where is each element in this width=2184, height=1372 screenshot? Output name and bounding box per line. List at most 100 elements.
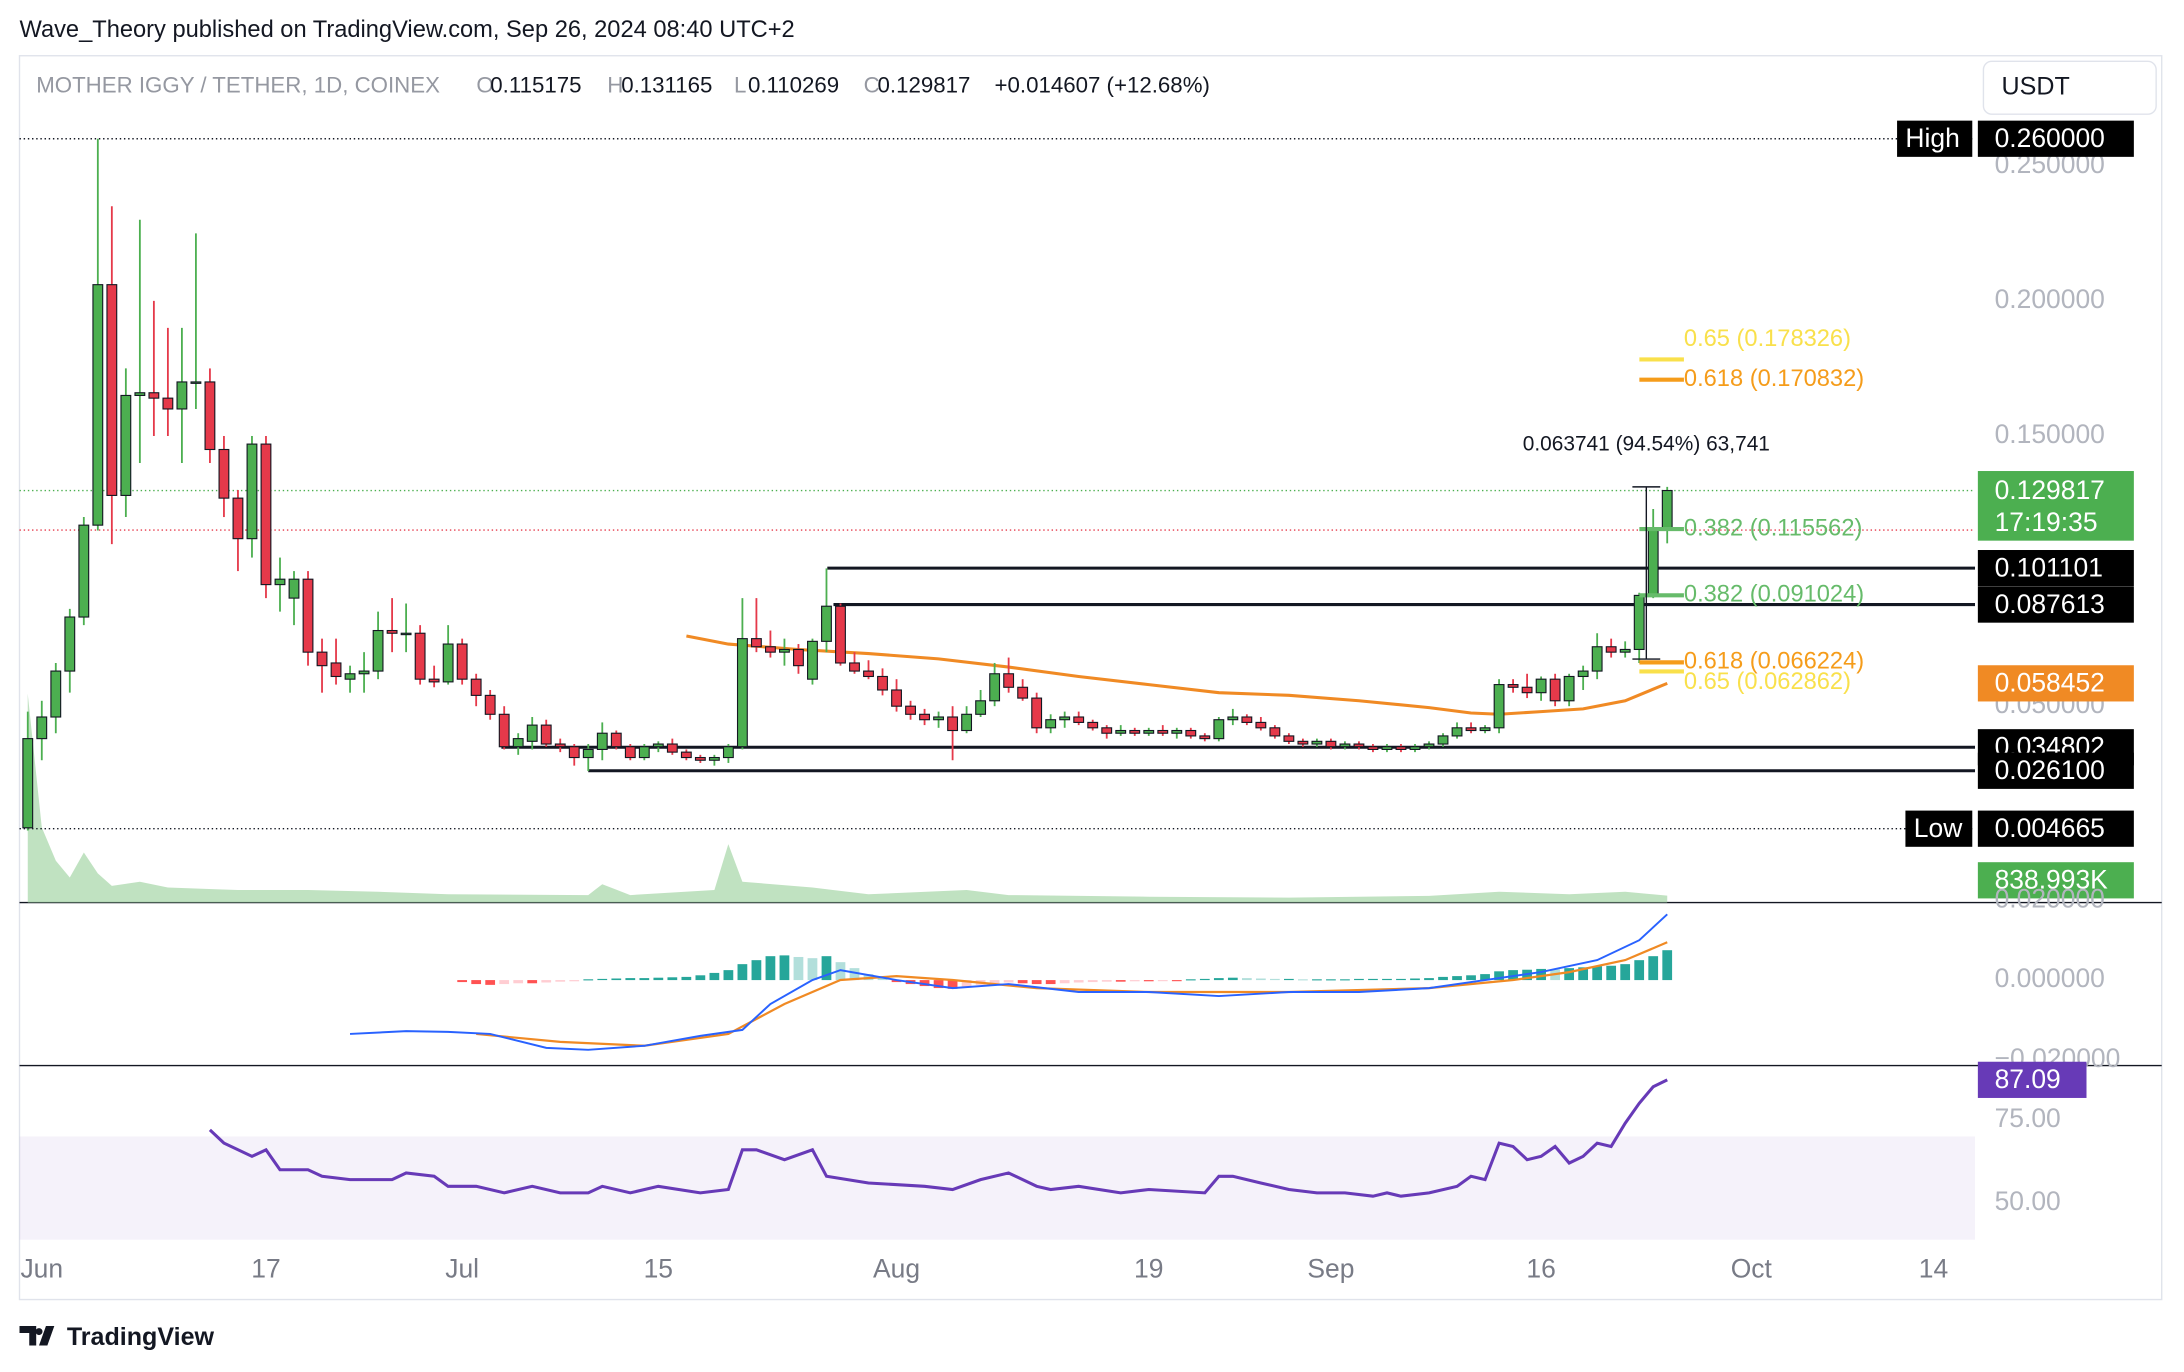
macd-histogram-bar [1620, 964, 1631, 981]
macd-histogram-bar [989, 980, 1000, 984]
level-value-bg [1977, 550, 2134, 587]
candle-body [1031, 697, 1043, 729]
macd-histogram-bar [877, 978, 888, 981]
macd-histogram-bar [1059, 980, 1070, 984]
volume-value: 838.993K [1995, 865, 2109, 895]
macd-histogram-bar [681, 976, 692, 981]
candle-body [1535, 678, 1547, 694]
macd-histogram-bar [765, 956, 776, 981]
macd-histogram-bar [1382, 978, 1392, 981]
x-tick-label: Sep [1307, 1253, 1354, 1283]
candle-body [1227, 716, 1239, 721]
level-value-bg [1977, 752, 2134, 789]
low-tag-bg [1905, 810, 1973, 847]
fib-label: 0.65 (0.062862) [1684, 669, 1851, 695]
macd-histogram-bar [919, 980, 930, 987]
macd-histogram-bar [1017, 980, 1028, 984]
macd-histogram-bar [1438, 976, 1448, 981]
macd-histogram-bar [1396, 978, 1406, 981]
macd-histogram-bar [891, 980, 902, 983]
ohlc-key: L [734, 72, 746, 97]
candle-body [274, 578, 286, 586]
level-value: 0.087613 [1995, 589, 2105, 619]
macd-histogram-bar [1171, 980, 1182, 982]
candle-body [302, 578, 314, 653]
candle-body [120, 394, 132, 496]
candle-body [989, 673, 1001, 702]
x-tick-label: Jun [20, 1253, 63, 1283]
candle-body [835, 605, 846, 664]
candle-body [456, 643, 468, 680]
high-value-bg [1977, 120, 2134, 157]
macd-histogram-bar [779, 955, 790, 981]
candle-body [1311, 740, 1323, 745]
macd-histogram-bar [527, 980, 538, 984]
candle-body [512, 738, 524, 748]
candle-body [148, 392, 160, 399]
high-tag-bg [1897, 120, 1973, 157]
macd-histogram-bar [625, 978, 636, 981]
y-tick-label: 0.000000 [1995, 963, 2105, 993]
rsi-line [208, 1078, 1668, 1198]
candle-body [372, 629, 384, 672]
signal-line [476, 941, 1668, 1047]
x-tick-label: Aug [873, 1253, 920, 1283]
candle-body [484, 694, 496, 715]
macd-histogram-bar [1003, 980, 1014, 983]
ema-value: 0.058452 [1995, 668, 2105, 698]
candle-body [1437, 735, 1449, 745]
candle-body [1591, 646, 1603, 672]
ohlc-key: O [476, 72, 493, 97]
macd-histogram-bar [821, 956, 832, 981]
candle-body [1507, 684, 1519, 688]
macd-histogram-bar [555, 980, 566, 982]
macd-histogram-bar [961, 980, 972, 988]
candle-body [624, 746, 636, 759]
rsi-value: 87.09 [1995, 1064, 2061, 1094]
macd-histogram-bar [485, 980, 496, 985]
candle-body [1409, 746, 1421, 750]
last-price: 0.129817 [1995, 475, 2105, 505]
macd-histogram-bar [1269, 978, 1280, 981]
candle-body [470, 678, 482, 696]
macd-histogram-bar [457, 980, 468, 983]
candle-body [1255, 721, 1267, 729]
candle-body [905, 705, 916, 715]
currency[interactable]: USDT [2002, 72, 2070, 100]
candle-body [22, 738, 34, 829]
x-tick-label: Oct [1731, 1253, 1773, 1283]
candle-body [498, 713, 510, 748]
candle-body [1549, 678, 1561, 702]
macd-histogram-bar [947, 980, 958, 989]
level-value: 0.026100 [1995, 755, 2105, 785]
candle-body [1115, 729, 1127, 734]
y-tick-label: 0.150000 [1995, 419, 2105, 449]
fib-label: 0.65 (0.178326) [1684, 326, 1851, 352]
x-tick-label: 15 [644, 1253, 673, 1283]
ema-value-bg [1977, 665, 2134, 702]
candle-body [414, 632, 426, 680]
candle-body [1017, 686, 1029, 699]
macd-histogram-bar [1298, 979, 1308, 981]
candle-body [554, 743, 566, 748]
macd-histogram-bar [1284, 978, 1294, 981]
macd-histogram-bar [1115, 980, 1126, 982]
fib-label: 0.382 (0.115562) [1684, 515, 1862, 541]
candle-body [1381, 746, 1393, 750]
macd-histogram-bar [1410, 978, 1420, 981]
candle-body [1661, 489, 1673, 531]
candle-body [50, 670, 62, 718]
macd-histogram-bar [849, 968, 860, 981]
macd-histogram-bar [667, 977, 678, 981]
macd-histogram-bar [1199, 978, 1210, 981]
macd-histogram-bar [1592, 966, 1603, 981]
candle-body [793, 648, 804, 667]
candle-body [821, 605, 832, 642]
candle-body [1479, 727, 1491, 732]
ema-line [686, 634, 1668, 716]
measure-label: 0.063741 (94.54%) 63,741 [1523, 433, 1770, 456]
fib-label: 0.382 (0.091024) [1684, 582, 1864, 608]
y-tick-label: 50.00 [1995, 1186, 2061, 1216]
currency-button[interactable] [1982, 60, 2157, 115]
